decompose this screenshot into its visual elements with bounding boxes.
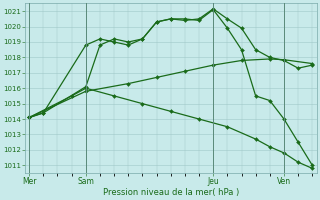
- X-axis label: Pression niveau de la mer( hPa ): Pression niveau de la mer( hPa ): [103, 188, 239, 197]
